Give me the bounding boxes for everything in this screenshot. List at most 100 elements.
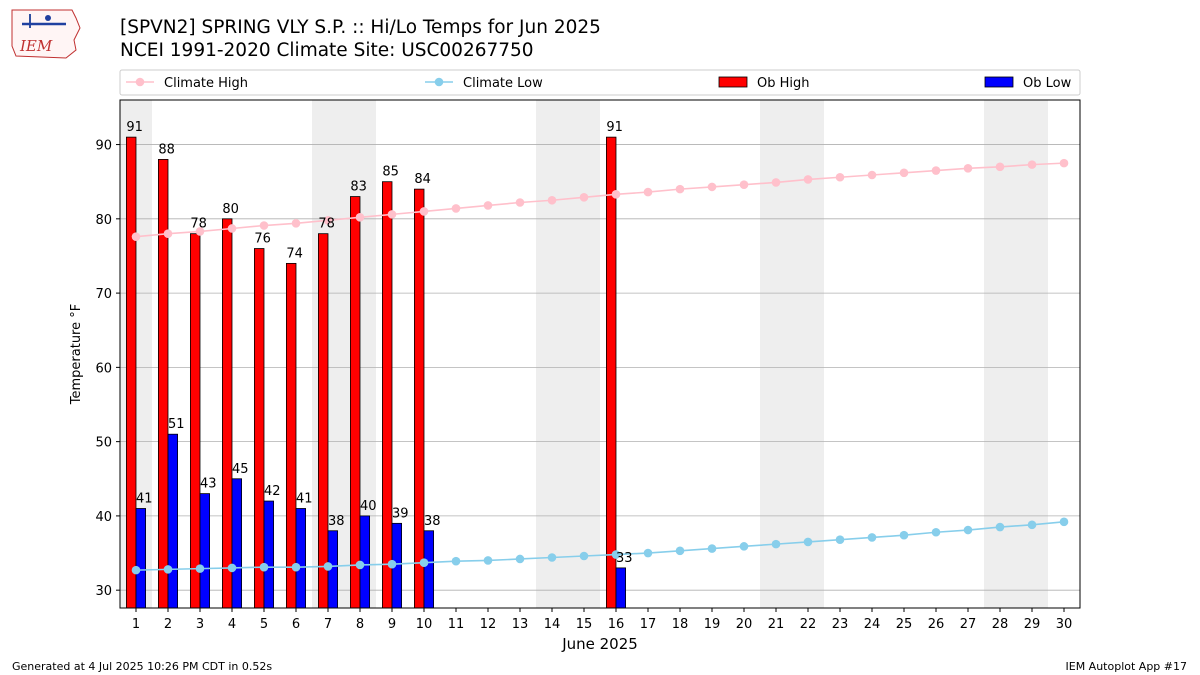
x-tick-label: 29: [1024, 617, 1041, 632]
ob-low-bar: [615, 567, 627, 609]
x-tick-label: 10: [416, 617, 433, 632]
weekend-band: [984, 100, 1016, 608]
x-tick-label: 1: [132, 617, 140, 632]
ob-high-bar: [126, 136, 137, 609]
climate-low-point: [259, 562, 269, 572]
climate-low-point: [867, 533, 877, 542]
climate-high-point: [995, 162, 1005, 172]
x-tick-label: 14: [544, 617, 561, 632]
climate-high-point: [131, 232, 141, 241]
y-tick-label: 70: [95, 287, 112, 302]
ob-low-bar-label: 38: [328, 514, 345, 529]
x-tick-label: 16: [608, 617, 625, 632]
x-tick-label: 11: [448, 617, 465, 632]
climate-low-point: [355, 560, 365, 570]
climate-low-point: [1027, 520, 1037, 530]
ob-high-bar-label: 74: [286, 246, 303, 261]
iem-logo: IEM: [11, 9, 81, 59]
climate-low-point: [1059, 517, 1069, 527]
x-tick-label: 24: [864, 617, 881, 632]
climate-high-point: [707, 182, 717, 192]
climate-low-line: [135, 521, 1065, 571]
ob-high-bar-label: 83: [350, 180, 367, 195]
x-tick-label: 21: [768, 617, 785, 632]
climate-high-point: [579, 192, 589, 202]
chart-title-line2: NCEI 1991-2020 Climate Site: USC00267750: [120, 40, 534, 61]
weekend-band: [1016, 100, 1048, 608]
ob-high-bar-label: 78: [318, 217, 335, 232]
climate-low-point: [611, 550, 621, 559]
climate-high-point: [195, 227, 205, 236]
ob-low-bar-label: 40: [360, 499, 377, 514]
ob-low-bar-label: 38: [424, 514, 441, 529]
x-tick-label: 22: [800, 617, 817, 632]
x-tick-label: 20: [736, 617, 753, 632]
ob-high-bar-label: 88: [158, 142, 175, 157]
ob-low-bar-label: 41: [136, 491, 153, 506]
legend-box: [119, 69, 1081, 96]
y-axis-label: Temperature °F: [69, 304, 84, 405]
logo-text: IEM: [19, 37, 53, 55]
climate-high-point: [643, 187, 653, 197]
ob-high-bar: [157, 159, 169, 609]
y-tick-label: 60: [95, 361, 112, 376]
x-tick-label: 6: [292, 617, 300, 632]
ob-high-bar-label: 85: [382, 165, 399, 180]
climate-low-point: [515, 554, 525, 564]
ob-high-bar: [221, 218, 233, 609]
ob-low-bar-label: 33: [616, 551, 633, 566]
legend-label: Ob High: [757, 76, 810, 91]
weekend-band: [792, 100, 824, 608]
climate-low-point: [931, 527, 941, 537]
climate-high-point: [163, 229, 173, 238]
legend: Climate High Climate Low Ob High Ob Low: [119, 69, 1081, 96]
x-tick-label: 7: [324, 617, 332, 632]
x-tick-label: 18: [672, 617, 689, 632]
y-tick-label: 80: [95, 213, 112, 228]
x-tick-label: 2: [164, 617, 172, 632]
app-credit: IEM Autoplot App #17: [1065, 660, 1188, 673]
x-tick-label: 9: [388, 617, 396, 632]
x-tick-label: 3: [196, 617, 204, 632]
climate-low-point: [707, 544, 717, 553]
climate-high-point: [387, 210, 397, 219]
ob-high-bar-label: 76: [254, 232, 271, 247]
climate-high-point: [611, 190, 621, 199]
legend-label: Ob Low: [1023, 76, 1072, 91]
climate-high-point: [547, 195, 557, 205]
x-tick-label: 19: [704, 617, 721, 632]
climate-low-point: [451, 556, 461, 566]
climate-low-point: [483, 556, 493, 565]
ob-low-bar-label: 42: [264, 484, 281, 499]
y-gridlines: [120, 144, 1080, 591]
ob-high-bar: [381, 181, 393, 609]
bar-value-labels: 91 88 78 80 76 74 78 83 85 84 91 41 51 43 45 42 41 38 40 39…: [126, 120, 632, 566]
x-tick-label: 15: [576, 617, 593, 632]
climate-high-point: [483, 201, 493, 210]
ob-high-bar: [189, 233, 201, 609]
y-tick-label: 30: [95, 584, 112, 599]
x-axis-label: June 2025: [561, 635, 638, 653]
x-tick-label: 17: [640, 617, 657, 632]
ob-low-bar-label: 45: [232, 462, 249, 477]
x-tick-label: 26: [928, 617, 945, 632]
climate-high-point: [739, 180, 749, 189]
climate-high-point: [675, 184, 685, 194]
climate-high-point: [835, 172, 845, 182]
weekend-band: [536, 100, 568, 608]
climate-low-point: [131, 565, 141, 575]
ob-low-bar-label: 39: [392, 506, 409, 521]
y-tick-label: 90: [95, 139, 112, 154]
ob-high-bar: [253, 248, 265, 609]
climate-high-point: [771, 178, 781, 187]
legend-swatch-bar: [984, 76, 1014, 88]
x-tick-label: 8: [356, 617, 364, 632]
ob-low-bar: [199, 493, 211, 609]
ob-high-bar-label: 91: [126, 120, 143, 135]
climate-high-point: [867, 170, 877, 180]
ob-high-bar: [317, 233, 329, 609]
ob-low-bar-label: 51: [168, 417, 185, 432]
ob-high-bar-label: 91: [606, 120, 623, 135]
